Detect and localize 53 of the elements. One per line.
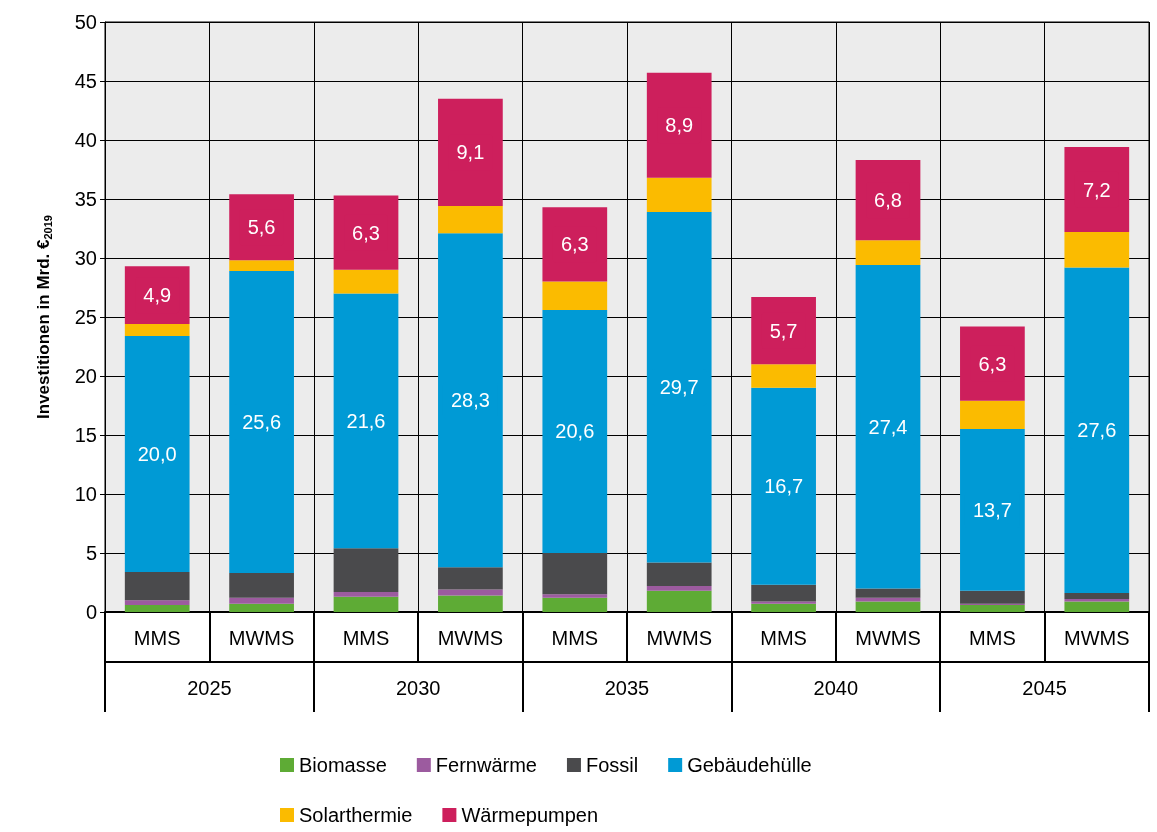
text: 2025 <box>187 677 232 699</box>
legend-label: Biomasse <box>299 754 387 776</box>
x-tick-label: MWMS <box>646 627 712 649</box>
data-label: 9,1 <box>456 141 485 164</box>
x-tick-label: MWMS <box>228 627 295 649</box>
x-tick-label: MMS <box>760 627 807 649</box>
legend-label: Wärmepumpen <box>461 804 599 826</box>
y-tick-label: 45 <box>74 70 97 92</box>
y-tick-label: 5 <box>85 542 97 564</box>
y-tick-label: 35 <box>74 188 97 210</box>
data-label: 4,9 <box>143 284 172 307</box>
x-tick-label: MWMS <box>1064 627 1130 649</box>
legend-label: Gebäudehülle <box>687 754 812 776</box>
data-label: 5,7 <box>769 319 798 342</box>
data-label: 20,6 <box>555 420 595 443</box>
x-tick-label: MWMS <box>437 627 504 649</box>
data-label: 13,7 <box>972 498 1012 521</box>
data-label: 6,3 <box>352 221 380 244</box>
y-tick-label: 15 <box>74 424 97 446</box>
legend-label: Solarthermie <box>299 804 413 826</box>
y-axis-title: Investitionen in Mrd. €2019 <box>34 215 54 419</box>
y-tick-label: 50 <box>74 11 97 33</box>
y-tick-label: 25 <box>74 306 97 328</box>
data-label: 27,6 <box>1077 419 1117 442</box>
data-label: 21,6 <box>346 409 386 432</box>
data-label: 6,3 <box>560 233 589 256</box>
data-label: 6,8 <box>874 189 902 212</box>
data-label: 8,9 <box>665 114 694 137</box>
x-tick-label: MMS <box>133 627 181 649</box>
data-label: 5,6 <box>247 216 276 239</box>
data-label: 20,0 <box>137 442 177 465</box>
data-label: 6,3 <box>978 352 1007 375</box>
data-label: 25,6 <box>242 411 282 434</box>
legend-label: Fossil <box>585 754 639 776</box>
y-tick-label: 40 <box>74 129 97 151</box>
x-tick-label: MMS <box>969 627 1016 649</box>
text: 2035 <box>604 677 650 699</box>
data-label: 16,7 <box>764 475 804 498</box>
x-tick-label: MMS <box>551 627 599 649</box>
y-tick-label: 10 <box>74 483 97 505</box>
y-tick-label: 0 <box>85 601 97 623</box>
text: 2040 <box>813 677 859 699</box>
x-tick-label: MWMS <box>855 627 921 649</box>
x-tick-label: MMS <box>342 627 390 649</box>
y-tick-label: 30 <box>74 247 97 269</box>
text: 2030 <box>395 677 441 699</box>
data-label: 7,2 <box>1082 178 1111 201</box>
data-label: 29,7 <box>659 376 699 399</box>
data-label: 28,3 <box>450 389 490 412</box>
text: 2045 <box>1022 677 1067 699</box>
data-label: 27,4 <box>868 415 908 438</box>
y-tick-label: 20 <box>74 365 97 387</box>
legend-label: Fernwärme <box>435 754 537 776</box>
